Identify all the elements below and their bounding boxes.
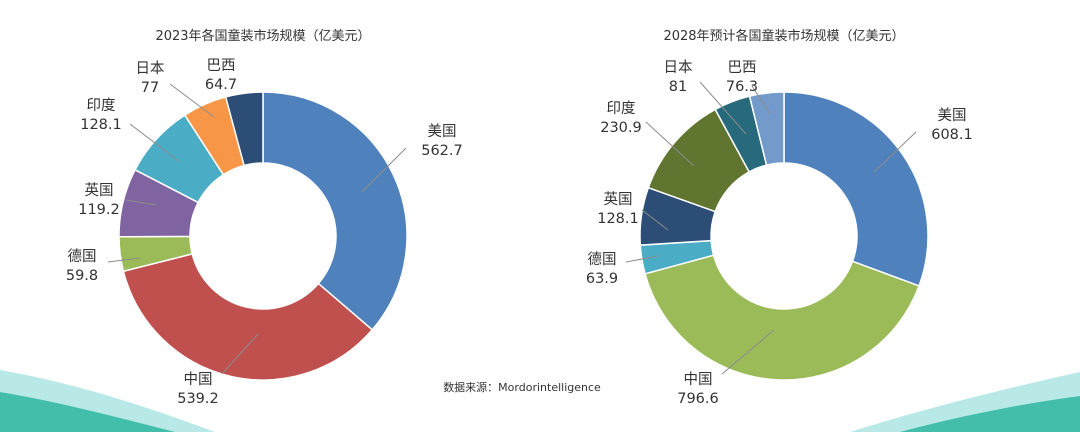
slice-label-name-2028-3: 英国 [604,190,633,208]
slice-label-name-2028-4: 印度 [607,100,636,117]
leader-line-2028-6 [751,85,771,115]
bottom-wave-right-dark [900,396,1080,432]
leader-line-2023-4 [129,123,181,163]
slice-label-value-2028-1: 796.6 [677,391,719,407]
leader-line-2023-1 [221,333,259,375]
slice-label-name-2023-3: 英国 [85,181,114,199]
slice-label-value-2023-3: 119.2 [78,202,120,218]
bottom-wave-left-dark [0,392,175,432]
donut-chart-2023: 2023年各国童装市场规模（亿美元） 美国 562.7 中国 539.2 德国 59.8 英… [66,28,463,407]
donut-chart-2028: 2028年预计各国童装市场规模（亿美元） 美国 608.1 中国 796.6 德国 63.… [586,28,973,407]
chart-title-2028: 2028年预计各国童装市场规模（亿美元） [663,28,904,44]
leader-line-2028-3 [641,209,669,231]
slice-label-value-2023-4: 128.1 [80,117,122,133]
slice-label-name-2028-5: 日本 [664,59,693,76]
leader-line-2023-3 [125,199,157,206]
labels-2023: 美国 562.7 中国 539.2 德国 59.8 英国 119.2 印度 128.1 日本 77 巴西… [66,58,463,407]
chart-title-2023: 2023年各国童装市场规模（亿美元） [155,28,370,44]
slice-label-name-2028-6: 巴西 [728,60,757,76]
bottom-wave-decoration [0,370,1080,432]
slice-label-value-2028-2: 63.9 [586,271,618,287]
slices-2028 [639,91,929,381]
slice-label-value-2028-5: 81 [669,79,687,95]
slice-2028-6 [748,91,785,167]
slice-2023-0 [262,91,408,331]
slice-label-value-2023-0: 562.7 [421,143,463,159]
slice-label-name-2023-5: 日本 [136,60,165,77]
leaders-2023 [107,83,407,375]
slice-label-value-2023-5: 77 [141,80,159,96]
slice-label-value-2028-0: 608.1 [931,127,973,143]
leader-line-2023-5 [169,83,215,118]
slice-2028-0 [783,91,929,287]
slice-label-value-2028-6: 76.3 [726,79,758,95]
source-note: 数据来源：Mordorintelligence [443,380,601,394]
leaders-2028 [625,81,917,375]
leader-line-2023-0 [361,147,407,193]
leader-line-2028-2 [625,255,659,263]
slice-label-name-2023-6: 巴西 [207,58,236,74]
slice-label-name-2023-4: 印度 [87,97,116,114]
leader-line-2028-5 [699,81,747,135]
leader-line-2023-2 [107,257,141,263]
slice-label-name-2023-1: 中国 [184,371,213,388]
slice-label-name-2023-2: 德国 [68,248,97,265]
slice-2023-1 [122,252,374,381]
slice-label-name-2023-0: 美国 [428,123,457,140]
leader-line-2028-0 [873,131,917,173]
slice-label-value-2023-6: 64.7 [205,77,237,93]
slice-label-value-2028-4: 230.9 [600,120,642,136]
slice-2028-1 [644,254,921,381]
slice-label-name-2028-1: 中国 [684,371,713,388]
labels-2028: 美国 608.1 中国 796.6 德国 63.9 英国 128.1 印度 230.9 日本 81 巴西… [586,59,973,407]
slices-2023 [118,91,408,381]
leader-line-2028-4 [645,121,695,167]
slice-label-value-2023-1: 539.2 [177,391,219,407]
slice-label-value-2023-2: 59.8 [66,268,98,284]
slice-label-name-2028-2: 德国 [588,251,617,268]
slice-2023-6 [224,91,264,167]
leader-line-2028-1 [721,329,775,375]
slice-label-name-2028-0: 美国 [938,107,967,124]
slice-label-value-2028-3: 128.1 [597,211,639,227]
